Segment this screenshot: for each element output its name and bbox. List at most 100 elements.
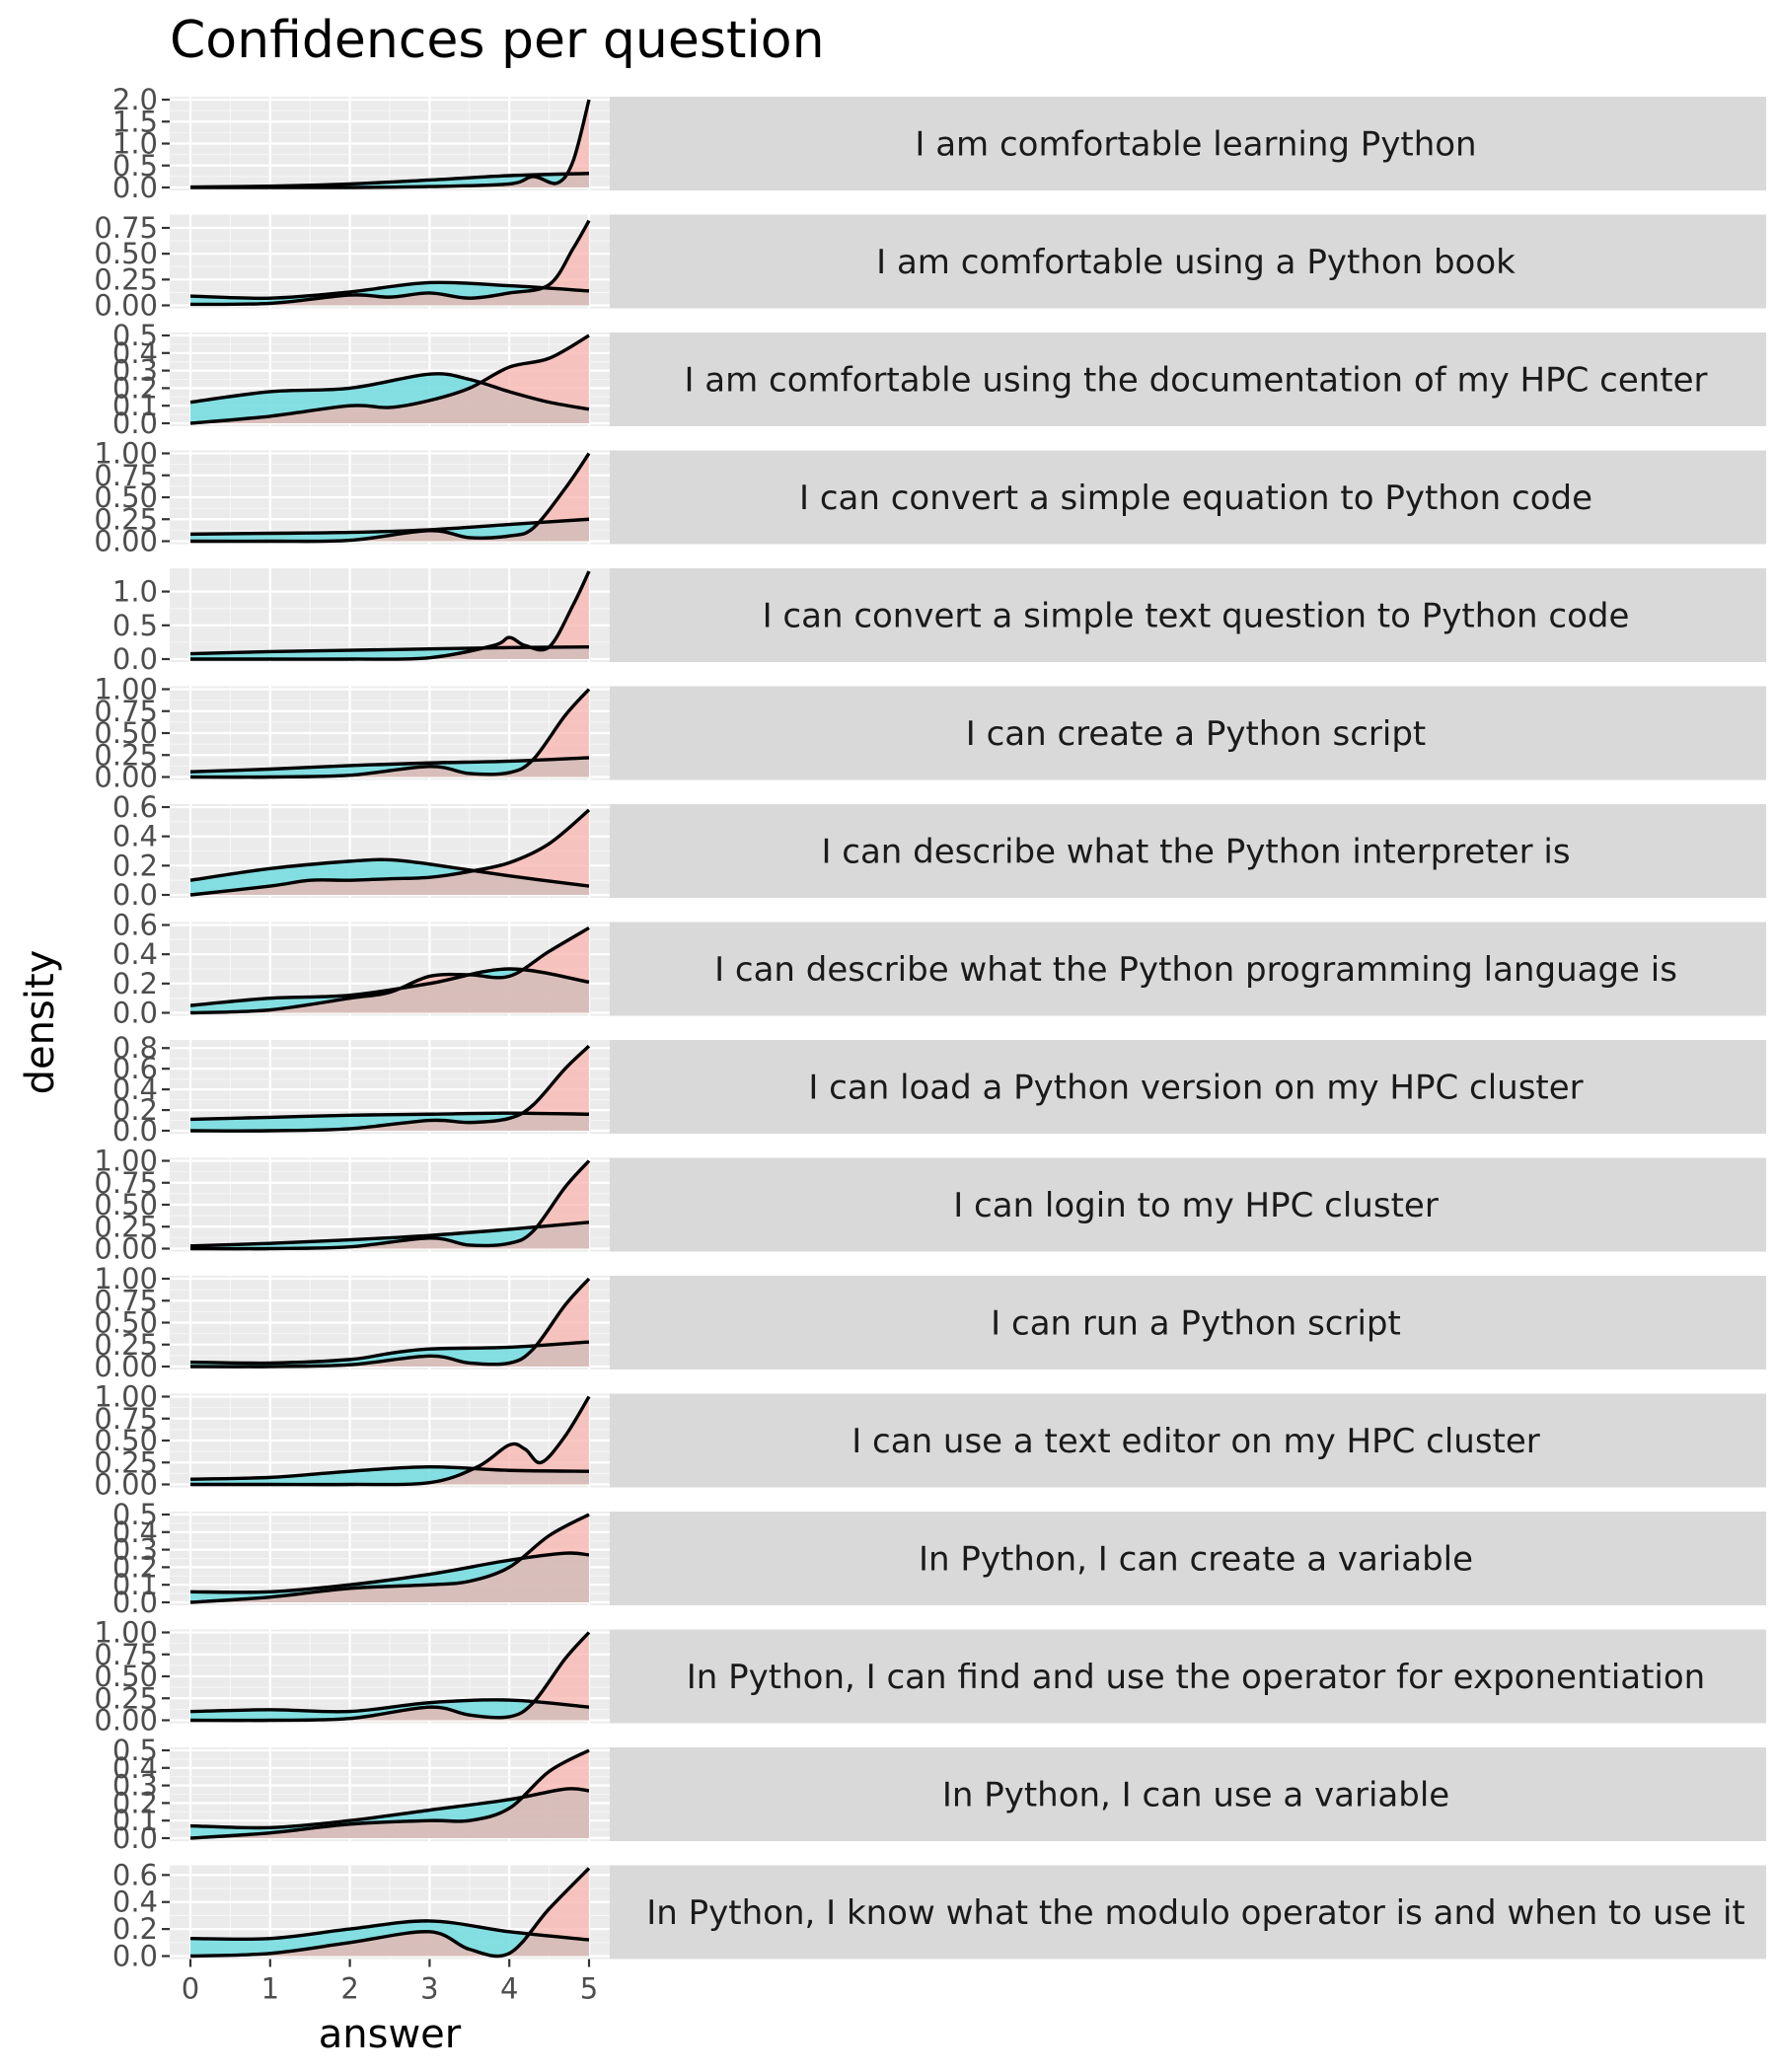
facet-panel: 0.000.250.500.751.00 I can use a text edi… <box>94 1380 1766 1502</box>
y-tick-label: 0.25 <box>94 1210 158 1243</box>
y-tick-label: 0.25 <box>94 1681 158 1715</box>
y-tick-label: 0.75 <box>94 1638 158 1671</box>
density-line-pink <box>189 688 591 779</box>
y-tick-label: 0.75 <box>94 1402 158 1436</box>
y-tick-label: 0.3 <box>112 1769 158 1803</box>
facet-strip-label: I can load a Python version on my HPC cl… <box>808 1069 1583 1108</box>
facet-panel: 0.000.250.500.75 I am comfortable using a… <box>94 211 1766 323</box>
y-tick-label: 0.75 <box>94 1166 158 1200</box>
facet-panel: 0.00.20.40.6 In Python, I know what the m… <box>112 1858 1766 1973</box>
y-tick-label: 0.0 <box>112 642 158 676</box>
facet-strip <box>610 214 1766 309</box>
density-line-pink <box>189 99 591 189</box>
y-tick-label: 0.2 <box>112 1786 158 1819</box>
facet-strip <box>610 686 1766 780</box>
facet-strip-label: I can describe what the Python interpret… <box>821 833 1570 872</box>
facet-strip-label: I can convert a simple equation to Pytho… <box>799 479 1592 518</box>
density-area-pink <box>190 1279 589 1368</box>
y-tick-label: 2.0 <box>112 83 158 116</box>
y-tick-label: 0.0 <box>112 1114 158 1147</box>
density-area-pink <box>190 1750 589 1838</box>
density-line-pink <box>189 1748 590 1840</box>
y-tick-label: 0.0 <box>112 1586 158 1619</box>
facet-panel: 0.000.250.500.751.00 In Python, I can fin… <box>94 1616 1766 1738</box>
facet-panel: 0.00.10.20.30.40.5 In Python, I can use a… <box>112 1734 1766 1855</box>
facet-strip <box>610 333 1766 426</box>
facet-strip <box>610 1393 1766 1488</box>
facet-strip-label: In Python, I can use a variable <box>942 1776 1449 1815</box>
density-area-pink <box>190 927 589 1013</box>
y-tick-label: 0.00 <box>94 1350 158 1383</box>
y-tick-label: 0.4 <box>112 1886 158 1919</box>
y-tick-label: 0.0 <box>112 878 158 912</box>
y-tick-label: 0.2 <box>112 967 158 1000</box>
y-tick-label: 1.00 <box>94 1616 158 1650</box>
y-tick-label: 1.5 <box>112 105 158 138</box>
y-tick-label: 0.25 <box>94 1445 158 1479</box>
density-line-teal <box>189 1787 590 1830</box>
facet-strip <box>610 1157 1766 1252</box>
facet-strip <box>610 922 1766 1016</box>
y-tick-label: 0.00 <box>94 1704 158 1738</box>
density-line-pink <box>190 1395 591 1487</box>
density-line-pink <box>189 808 591 897</box>
y-tick-label: 0.6 <box>112 909 158 942</box>
density-line-pink <box>189 1159 591 1251</box>
facet-strip-label: I can run a Python script <box>991 1304 1401 1344</box>
facet-panel: 0.000.250.500.751.00 I can convert a simp… <box>94 437 1766 558</box>
y-tick-label: 0.5 <box>112 609 158 642</box>
density-line-pink <box>189 333 590 425</box>
facets-layer: 0.00.51.01.52.0I am comfortable learning… <box>94 83 1766 1973</box>
density-line-teal <box>189 1340 590 1366</box>
y-tick-label: 0.3 <box>112 354 158 388</box>
y-tick-label: 0.50 <box>94 237 158 270</box>
facet-strip-label: In Python, I can create a variable <box>919 1540 1473 1580</box>
x-tick-label: 1 <box>261 1972 279 2006</box>
y-tick-label: 0.1 <box>112 1568 158 1601</box>
density-line-teal <box>189 644 590 656</box>
facet-panel: 0.00.51.01.52.0 I am comfortable learning… <box>112 83 1766 204</box>
facet-strip-label: I can describe what the Python programmi… <box>714 950 1677 990</box>
y-tick-label: 0.4 <box>112 1751 158 1785</box>
y-tick-label: 0.75 <box>94 459 158 492</box>
y-tick-label: 0.50 <box>94 1306 158 1340</box>
density-line-teal <box>189 857 590 888</box>
facet-strip-label: I can create a Python script <box>966 714 1427 754</box>
y-tick-label: 0.2 <box>112 1912 158 1946</box>
y-tick-label: 0.6 <box>112 1858 158 1891</box>
density-line-teal <box>189 1698 590 1714</box>
x-axis-title: answer <box>319 2012 462 2057</box>
density-area-pink <box>190 220 589 306</box>
y-tick-label: 0.0 <box>112 1940 158 1973</box>
y-tick-label: 0.75 <box>94 211 158 245</box>
x-tick-label: 0 <box>182 1972 199 2006</box>
facet-strip-label: I can convert a simple text question to … <box>763 597 1630 636</box>
y-tick-label: 1.00 <box>94 1262 158 1295</box>
y-tick-label: 0.4 <box>112 1073 158 1106</box>
density-line-teal <box>189 1221 590 1248</box>
y-tick-label: 0.5 <box>112 319 158 352</box>
y-tick-label: 0.2 <box>112 1093 158 1127</box>
density-line-teal <box>189 372 590 411</box>
facet-strip-label: I can use a text editor on my HPC cluste… <box>851 1422 1540 1461</box>
y-tick-label: 0.50 <box>94 716 158 750</box>
density-line-pink <box>189 1277 591 1369</box>
y-tick-label: 0.4 <box>112 820 158 853</box>
x-axis: 0 1 2 3 4 5 <box>182 1959 598 2006</box>
density-area-teal <box>190 1221 589 1249</box>
density-line-pink <box>189 1044 591 1133</box>
facet-strip-label: I am comfortable using a Python book <box>876 243 1516 282</box>
y-tick-label: 0.00 <box>94 1232 158 1266</box>
facet-strip-label: In Python, I know what the modulo operat… <box>646 1893 1745 1933</box>
density-line-teal <box>189 1551 590 1594</box>
x-tick-label: 4 <box>500 1972 518 2006</box>
y-tick-label: 1.00 <box>94 673 158 706</box>
density-area-pink <box>190 1632 589 1721</box>
density-line-teal <box>189 1111 590 1122</box>
density-area-pink <box>190 1868 589 1957</box>
y-tick-label: 0.50 <box>94 481 158 514</box>
density-area-pink <box>190 689 589 777</box>
y-tick-label: 0.1 <box>112 1804 158 1837</box>
density-area-teal <box>190 519 589 542</box>
